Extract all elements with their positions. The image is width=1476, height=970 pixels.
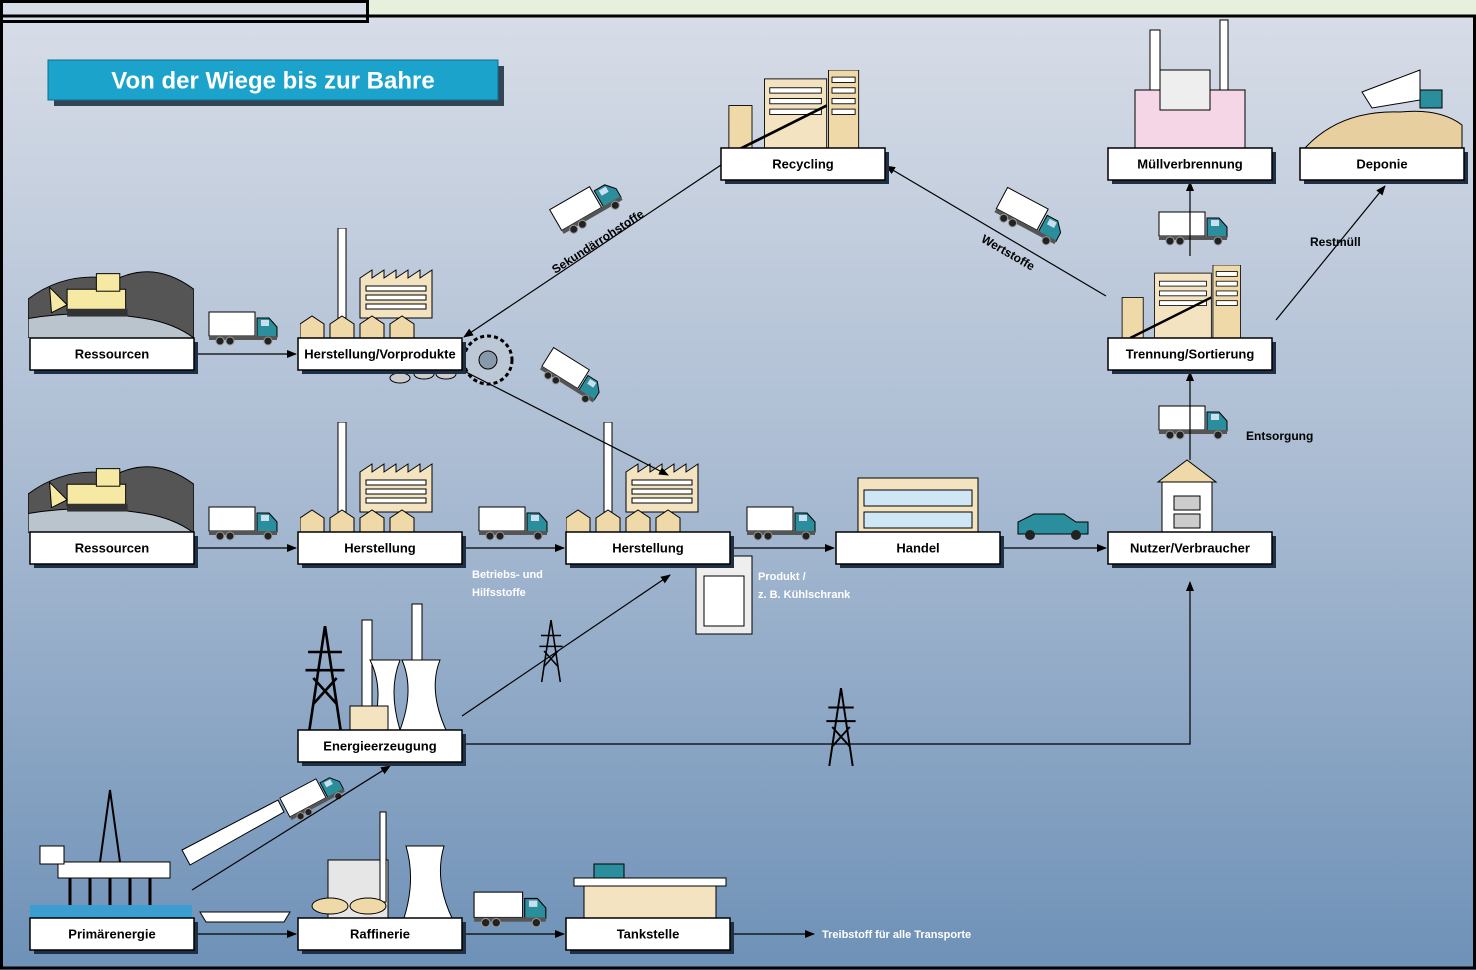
node-label: Tankstelle [617,926,680,941]
node-label: Herstellung/Vorprodukte [304,346,455,361]
node-label: Müllverbrennung [1137,156,1243,171]
node-label: Primärenergie [68,926,155,941]
edge-label: Produkt / [758,571,806,583]
edge-label: Restmüll [1310,235,1361,249]
node-label: Herstellung [344,540,416,555]
shop [858,478,978,532]
edge-label: Treibstoff für alle Transporte [822,929,971,941]
node: Ressourcen [30,338,198,374]
edge-label: Hilfsstoffe [472,587,526,599]
node: Ressourcen [30,532,198,568]
node: Primärenergie [30,918,198,954]
node: Herstellung/Vorprodukte [298,338,466,374]
edge-label: z. B. Kühlschrank [758,589,851,601]
node: Recycling [721,148,889,184]
node: Herstellung [566,532,734,568]
node: Tankstelle [566,918,734,954]
node: Raffinerie [298,918,466,954]
top-strip [368,0,1476,16]
title: Von der Wiege bis zur Bahre [111,67,434,94]
tanker [200,912,290,922]
node-label: Herstellung [612,540,684,555]
node: Handel [836,532,1004,568]
node-label: Trennung/Sortierung [1126,346,1255,361]
diagram: Von der Wiege bis zur Bahre [0,0,1476,970]
edge-label: Entsorgung [1246,429,1313,443]
node: Trennung/Sortierung [1108,338,1276,374]
node: Herstellung [298,532,466,568]
node-label: Handel [896,540,939,555]
node-label: Raffinerie [350,926,410,941]
node: Energieerzeugung [298,730,466,766]
node: Nutzer/Verbraucher [1108,532,1276,568]
node-label: Recycling [772,156,833,171]
node-label: Energieerzeugung [323,738,436,753]
node: Müllverbrennung [1108,148,1276,184]
edge-label: Betriebs- und [472,569,543,581]
node-label: Deponie [1356,156,1407,171]
node-label: Nutzer/Verbraucher [1130,540,1250,555]
node-label: Ressourcen [75,346,149,361]
node-label: Ressourcen [75,540,149,555]
node: Deponie [1300,148,1468,184]
